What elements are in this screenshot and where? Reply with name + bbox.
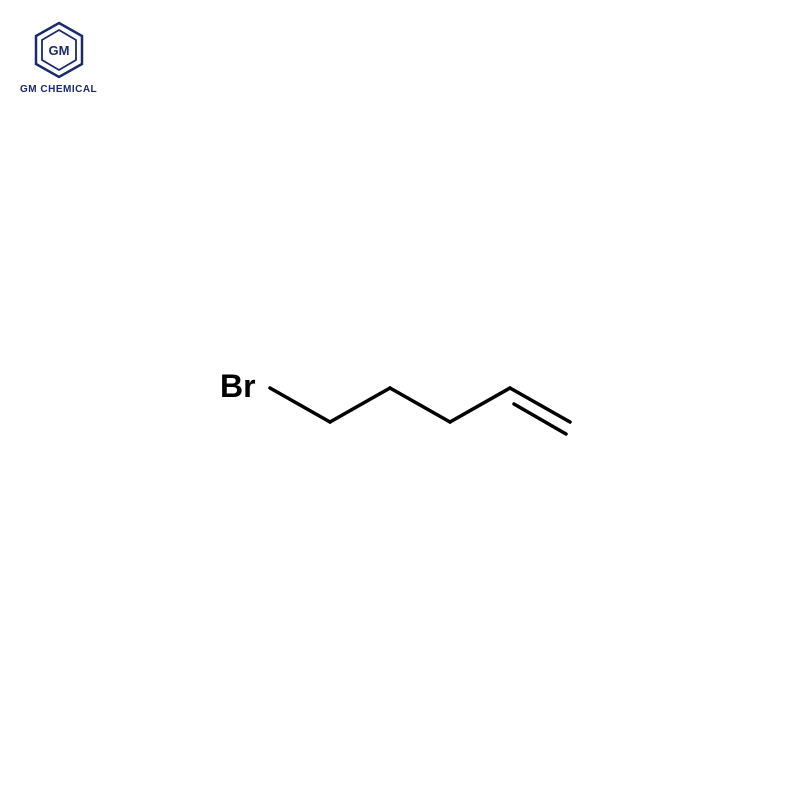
bromine-atom-label: Br <box>220 368 256 405</box>
double-bond-stroke <box>514 404 566 434</box>
bond-segment-2 <box>390 388 450 422</box>
hexagon-logo-icon: GM <box>29 20 89 80</box>
chemical-structure: Br <box>220 350 580 450</box>
brand-logo: GM GM CHEMICAL <box>20 20 97 95</box>
bond-segment-1 <box>330 388 390 422</box>
brand-name: GM CHEMICAL <box>20 84 97 95</box>
bond-skeleton <box>220 350 580 450</box>
bond-segment-3 <box>450 388 510 422</box>
logo-monogram: GM <box>48 43 69 58</box>
bond-segment-0 <box>270 388 330 422</box>
